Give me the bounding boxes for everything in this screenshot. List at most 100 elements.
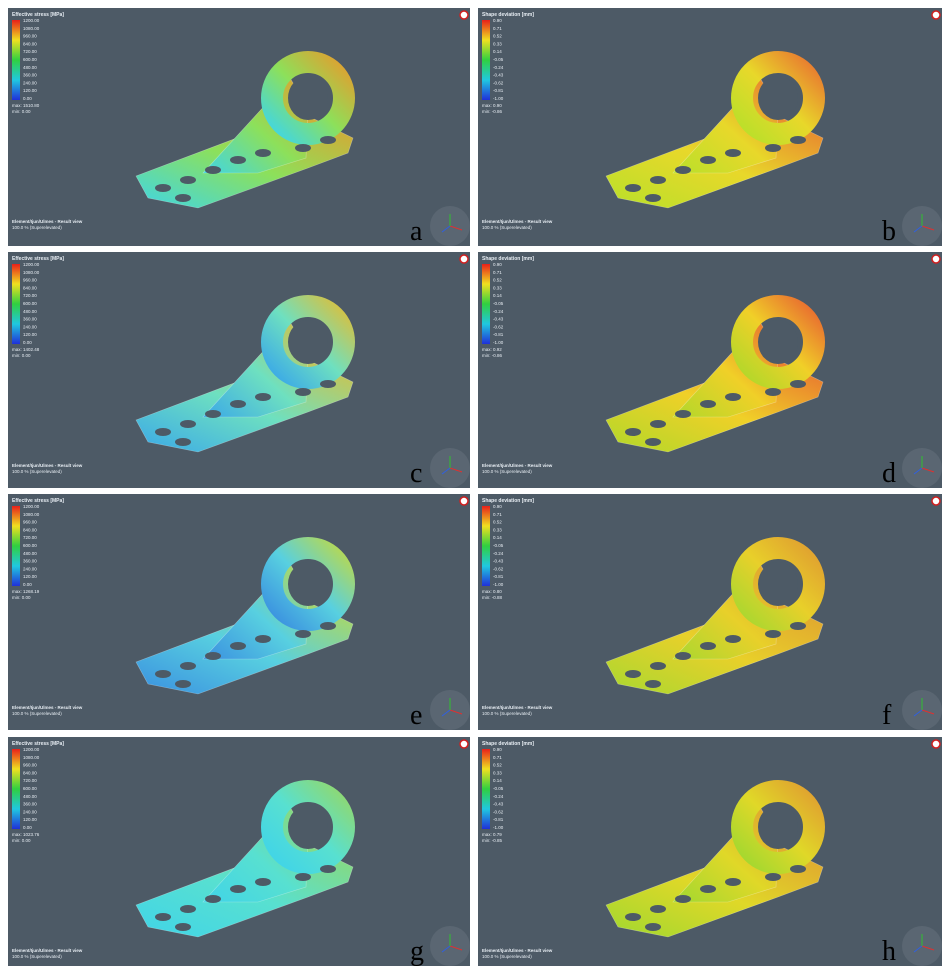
footer-title: Element/Ijun/Ulmes - Result view bbox=[482, 948, 553, 953]
footer-subtitle: 100.0 % (Superelevated) bbox=[12, 711, 62, 716]
legend-color-bar bbox=[482, 20, 490, 100]
part-hole bbox=[175, 194, 191, 202]
legend-tick-label: 720.00 bbox=[23, 778, 37, 783]
legend-tick-label: -0.81 bbox=[493, 332, 504, 337]
part-hole bbox=[758, 320, 798, 364]
part-hole bbox=[758, 76, 798, 120]
part-hole bbox=[650, 905, 666, 913]
legend-tick-label: 0.33 bbox=[493, 41, 502, 46]
part-hole bbox=[205, 410, 221, 418]
footer-subtitle: 100.0 % (Superelevated) bbox=[482, 469, 532, 474]
legend-tick-label: 0.14 bbox=[493, 293, 502, 298]
legend-tick-label: 120.00 bbox=[23, 574, 37, 579]
legend-tick-label: -0.05 bbox=[493, 543, 504, 548]
part-hole bbox=[625, 913, 641, 921]
result-view-panel: Effective stress [MPa]1200.001080.00960.… bbox=[8, 8, 470, 246]
panel-letter: f bbox=[882, 700, 892, 730]
part-hole bbox=[765, 388, 781, 396]
legend-tick-label: 840.00 bbox=[23, 41, 37, 46]
legend-tick-label: 360.00 bbox=[23, 559, 37, 564]
part-hole bbox=[230, 156, 246, 164]
view-icon bbox=[932, 740, 940, 748]
part-hole bbox=[230, 642, 246, 650]
legend-tick-label: -0.05 bbox=[493, 301, 504, 306]
footer-title: Element/Ijun/Ulmes - Result view bbox=[482, 219, 553, 224]
part-hole bbox=[765, 144, 781, 152]
legend-min: min: 0.00 bbox=[12, 595, 31, 600]
legend-min: min: -0.86 bbox=[482, 109, 503, 114]
part-hole bbox=[295, 144, 311, 152]
legend-tick-label: 0.33 bbox=[493, 527, 502, 532]
part-hole bbox=[790, 136, 806, 144]
part-hole bbox=[675, 166, 691, 174]
part-hole bbox=[645, 194, 661, 202]
legend-tick-label: 840.00 bbox=[23, 527, 37, 532]
legend-tick-label: 0.71 bbox=[493, 512, 502, 517]
panel-letter: g bbox=[410, 936, 424, 966]
legend-tick-label: -1.00 bbox=[493, 96, 504, 101]
part-hole bbox=[625, 428, 641, 436]
part-hole bbox=[625, 670, 641, 678]
part-hole bbox=[205, 652, 221, 660]
legend-color-bar bbox=[482, 506, 490, 586]
view-icon bbox=[932, 255, 940, 263]
part-hole bbox=[725, 149, 741, 157]
footer-title: Element/Ijun/Ulmes - Result view bbox=[12, 948, 83, 953]
legend-tick-label: 0.14 bbox=[493, 535, 502, 540]
part-hole bbox=[295, 873, 311, 881]
legend-color-bar bbox=[12, 749, 20, 829]
legend-max: max: 1402.48 bbox=[12, 347, 40, 352]
legend-tick-label: 1200.00 bbox=[23, 504, 40, 509]
legend-tick-label: 960.00 bbox=[23, 763, 37, 768]
legend-tick-label: 1080.00 bbox=[23, 26, 40, 31]
legend-tick-label: 0.52 bbox=[493, 278, 502, 283]
viewport: Effective stress [MPa]1200.001080.00960.… bbox=[8, 8, 470, 246]
part-hole bbox=[675, 410, 691, 418]
viewport: Shape deviation [mm]0.900.710.520.330.14… bbox=[478, 8, 942, 246]
legend-tick-label: -0.62 bbox=[493, 809, 504, 814]
part-hole bbox=[230, 400, 246, 408]
legend-tick-label: 0.00 bbox=[23, 582, 32, 587]
part-hole bbox=[180, 905, 196, 913]
legend-tick-label: 0.90 bbox=[493, 262, 502, 267]
legend-max: max: 1268.19 bbox=[12, 589, 40, 594]
legend-tick-label: 0.00 bbox=[23, 96, 32, 101]
part-hole bbox=[675, 652, 691, 660]
legend-min: min: 0.00 bbox=[12, 109, 31, 114]
legend-tick-label: 720.00 bbox=[23, 535, 37, 540]
legend-min: min: -0.85 bbox=[482, 838, 503, 843]
legend-max: max: 0.80 bbox=[482, 589, 502, 594]
legend-max: max: 0.90 bbox=[482, 103, 502, 108]
legend-tick-label: -1.00 bbox=[493, 582, 504, 587]
legend-tick-label: -0.81 bbox=[493, 88, 504, 93]
legend-tick-label: 360.00 bbox=[23, 317, 37, 322]
part-hole bbox=[650, 662, 666, 670]
legend-tick-label: -0.05 bbox=[493, 57, 504, 62]
part-hole bbox=[288, 76, 328, 120]
legend-tick-label: 960.00 bbox=[23, 520, 37, 525]
legend-tick-label: 360.00 bbox=[23, 73, 37, 78]
viewport: Effective stress [MPa]1200.001080.00960.… bbox=[8, 494, 470, 730]
legend-tick-label: 0.52 bbox=[493, 520, 502, 525]
footer-title: Element/Ijun/Ulmes - Result view bbox=[482, 463, 553, 468]
result-view-panel: Shape deviation [mm]0.900.710.520.330.14… bbox=[478, 737, 942, 966]
part-hole bbox=[180, 420, 196, 428]
legend-tick-label: 480.00 bbox=[23, 65, 37, 70]
legend-tick-label: 0.71 bbox=[493, 26, 502, 31]
legend-tick-label: 0.90 bbox=[493, 747, 502, 752]
legend-title: Shape deviation [mm] bbox=[482, 498, 534, 504]
panel-letter: c bbox=[410, 458, 422, 488]
legend-tick-label: -0.62 bbox=[493, 566, 504, 571]
result-view-panel: Shape deviation [mm]0.900.710.520.330.14… bbox=[478, 252, 942, 488]
legend-tick-label: 720.00 bbox=[23, 293, 37, 298]
legend-tick-label: -1.00 bbox=[493, 825, 504, 830]
part-hole bbox=[320, 380, 336, 388]
legend-tick-label: -0.24 bbox=[493, 794, 504, 799]
part-hole bbox=[700, 156, 716, 164]
view-icon bbox=[460, 255, 468, 263]
legend-tick-label: 0.52 bbox=[493, 34, 502, 39]
legend-tick-label: 600.00 bbox=[23, 786, 37, 791]
view-icon bbox=[460, 497, 468, 505]
legend-max: max: 1510.80 bbox=[12, 103, 40, 108]
